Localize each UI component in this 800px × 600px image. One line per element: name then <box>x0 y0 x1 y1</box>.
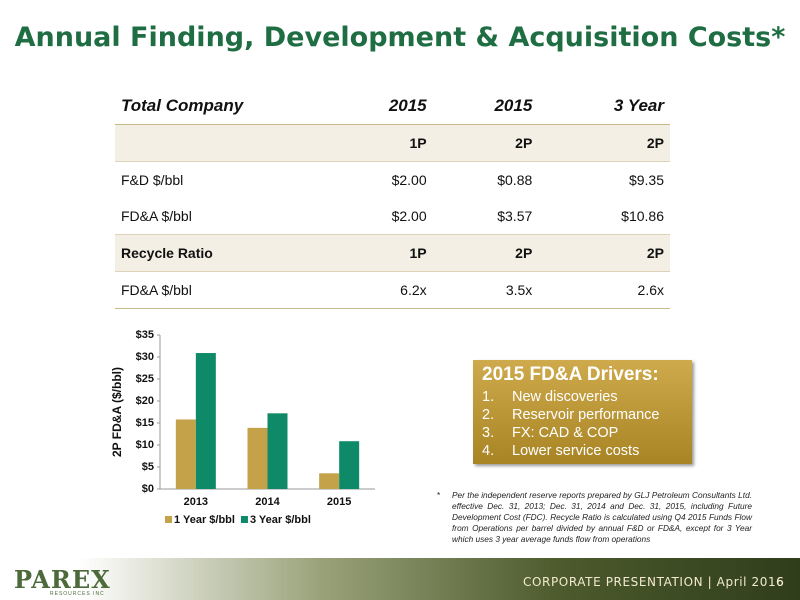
driver-number: 1. <box>482 389 495 405</box>
legend-label: 1 Year $/bbl <box>174 514 235 526</box>
driver-number: 4. <box>482 443 495 459</box>
table-cell: 6.2x <box>327 271 433 309</box>
y-tick-label: $0 <box>142 483 154 495</box>
header-cell: 2015 <box>327 88 433 125</box>
bar <box>339 441 360 489</box>
table-cell: $9.35 <box>628 172 664 188</box>
table-cell: 2P <box>432 234 539 272</box>
table-cell: 1P <box>327 124 433 162</box>
row-label: FD&A $/bbl <box>121 208 192 224</box>
driver-item: 1. New discoveries <box>482 388 683 406</box>
header-row: Total Company 2015 2015 3 Year <box>115 88 670 125</box>
driver-text: Lower service costs <box>512 443 640 459</box>
table-cell: 1P <box>327 234 433 272</box>
y-tick-label: $35 <box>136 329 154 341</box>
drivers-box: 2015 FD&A Drivers: 1. New discoveries 2. Re… <box>473 360 692 464</box>
bar <box>267 413 288 489</box>
driver-item: 4. Lower service costs <box>482 442 683 460</box>
page-number: 6 <box>776 575 784 589</box>
table-cell: 2P <box>432 124 539 162</box>
y-axis-label: 2P FD&A ($/bbl) <box>110 367 124 457</box>
table-cell: $3.57 <box>497 208 533 224</box>
driver-text: Reservoir performance <box>512 407 660 423</box>
x-tick-label: 2013 <box>184 496 208 508</box>
table-cell: $2.00 <box>391 172 427 188</box>
legend-swatch <box>165 516 172 523</box>
row-label: F&D $/bbl <box>121 172 184 188</box>
table-row: FD&A $/bbl $2.00 $3.57 $10.86 <box>115 198 670 235</box>
footnote-text: Per the independent reserve reports prep… <box>452 490 752 544</box>
table-row: 1P 2P 2P <box>115 124 670 162</box>
x-tick-label: 2014 <box>255 496 280 508</box>
slide-title: Annual Finding, Development & Acquisitio… <box>14 22 786 53</box>
y-tick-label: $30 <box>136 351 154 363</box>
row-label: FD&A $/bbl <box>115 271 327 309</box>
table-cell: $10.86 <box>621 208 664 224</box>
y-tick-label: $10 <box>136 439 154 451</box>
y-tick-label: $25 <box>136 373 154 385</box>
row-label-empty <box>115 124 327 162</box>
driver-number: 2. <box>482 407 495 423</box>
logo-subtitle: RESOURCES INC <box>50 591 105 597</box>
logo: PAREX <box>14 565 111 594</box>
bar-chart: $0 $5 $10 $15 $20 $25 $30 $35 2013 2014 2015 2P FD&… <box>110 329 375 526</box>
legend-swatch <box>240 516 248 523</box>
footnote-marker: * <box>437 490 441 500</box>
header-cell: 3 Year <box>538 88 670 125</box>
legend-label: 3 Year $/bbl <box>250 514 311 526</box>
bar <box>319 473 340 489</box>
cost-table: Total Company 2015 2015 3 Year 1P 2P 2P F&D $/b… <box>115 88 670 309</box>
footer-band <box>0 558 800 600</box>
bar <box>247 427 268 489</box>
footer-text: CORPORATE PRESENTATION | April 2016 <box>523 575 785 589</box>
driver-number: 3. <box>482 425 495 441</box>
footnote: * Per the independent reserve reports pr… <box>437 490 752 545</box>
driver-text: New discoveries <box>512 389 618 405</box>
table-cell: 2.6x <box>538 271 670 309</box>
header-cell: Total Company <box>115 88 327 125</box>
table-row: F&D $/bbl $2.00 $0.88 $9.35 <box>115 162 670 199</box>
y-tick-label: $20 <box>136 395 154 407</box>
bar <box>195 353 216 489</box>
table-cell: $0.88 <box>497 172 533 188</box>
driver-item: 3. FX: CAD & COP <box>482 424 683 442</box>
row-label: Recycle Ratio <box>115 234 327 272</box>
table-row: Recycle Ratio 1P 2P 2P <box>115 234 670 272</box>
table-cell: 2P <box>538 124 670 162</box>
table-cell: 3.5x <box>432 271 539 309</box>
drivers-title: 2015 FD&A Drivers: <box>482 364 659 385</box>
x-tick-label: 2015 <box>327 496 351 508</box>
table-cell: $2.00 <box>391 208 427 224</box>
table-row: FD&A $/bbl 6.2x 3.5x 2.6x <box>115 271 670 309</box>
driver-text: FX: CAD & COP <box>512 425 619 441</box>
y-tick-label: $5 <box>142 461 154 473</box>
bar <box>175 419 196 489</box>
header-cell: 2015 <box>432 88 539 125</box>
driver-item: 2. Reservoir performance <box>482 406 683 424</box>
table-cell: 2P <box>538 234 670 272</box>
y-tick-label: $15 <box>136 417 154 429</box>
